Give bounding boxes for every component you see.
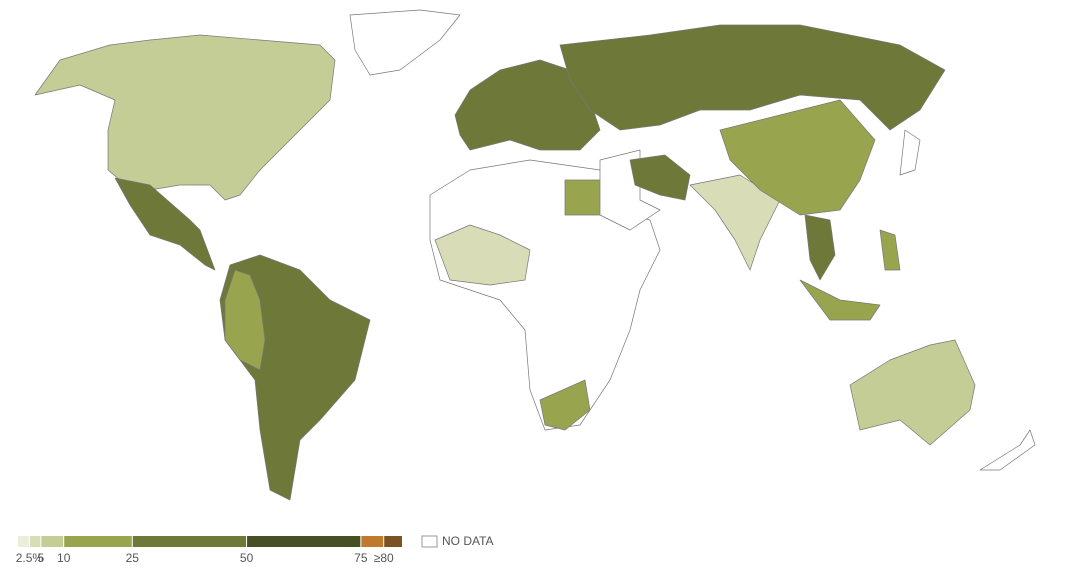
russia [559,24,946,131]
legend-bin [246,536,361,547]
legend-bin [63,536,133,547]
legend-bin [383,536,402,547]
legend-bin [29,536,41,547]
no-data-swatch [421,535,438,548]
legend: NO DATA 2.5%5 10 25 50 75 ≥80 [16,534,494,565]
legend-tick-label: 50 [240,551,254,565]
china [719,99,876,216]
north-america [34,34,336,201]
europe [454,59,601,151]
mexico-central-america [114,177,216,271]
legend-tick-label: 10 [57,551,71,565]
peru-colombia [224,269,266,371]
legend-tick-label: 2.5% [16,551,44,565]
new-zealand [979,429,1036,471]
india [689,174,781,271]
south-africa [539,379,591,431]
legend-bin [40,536,64,547]
greenland [349,9,461,76]
philippines [879,229,901,271]
legend-bin [360,536,384,547]
legend-tick-label: ≥80 [374,551,394,565]
legend-tick-label: 5 [38,551,45,565]
legend-tick-label: 25 [126,551,140,565]
countries [34,9,1036,501]
legend-bin [18,536,30,547]
southeast-asia [804,214,836,281]
west-africa [434,224,531,286]
middle-east [599,149,661,231]
japan [899,129,921,176]
indonesia [799,279,881,321]
legend-bin [132,536,247,547]
iran [629,154,691,201]
australia [849,339,976,446]
legend-tick-label: 75 [354,551,368,565]
no-data-label: NO DATA [442,534,494,548]
